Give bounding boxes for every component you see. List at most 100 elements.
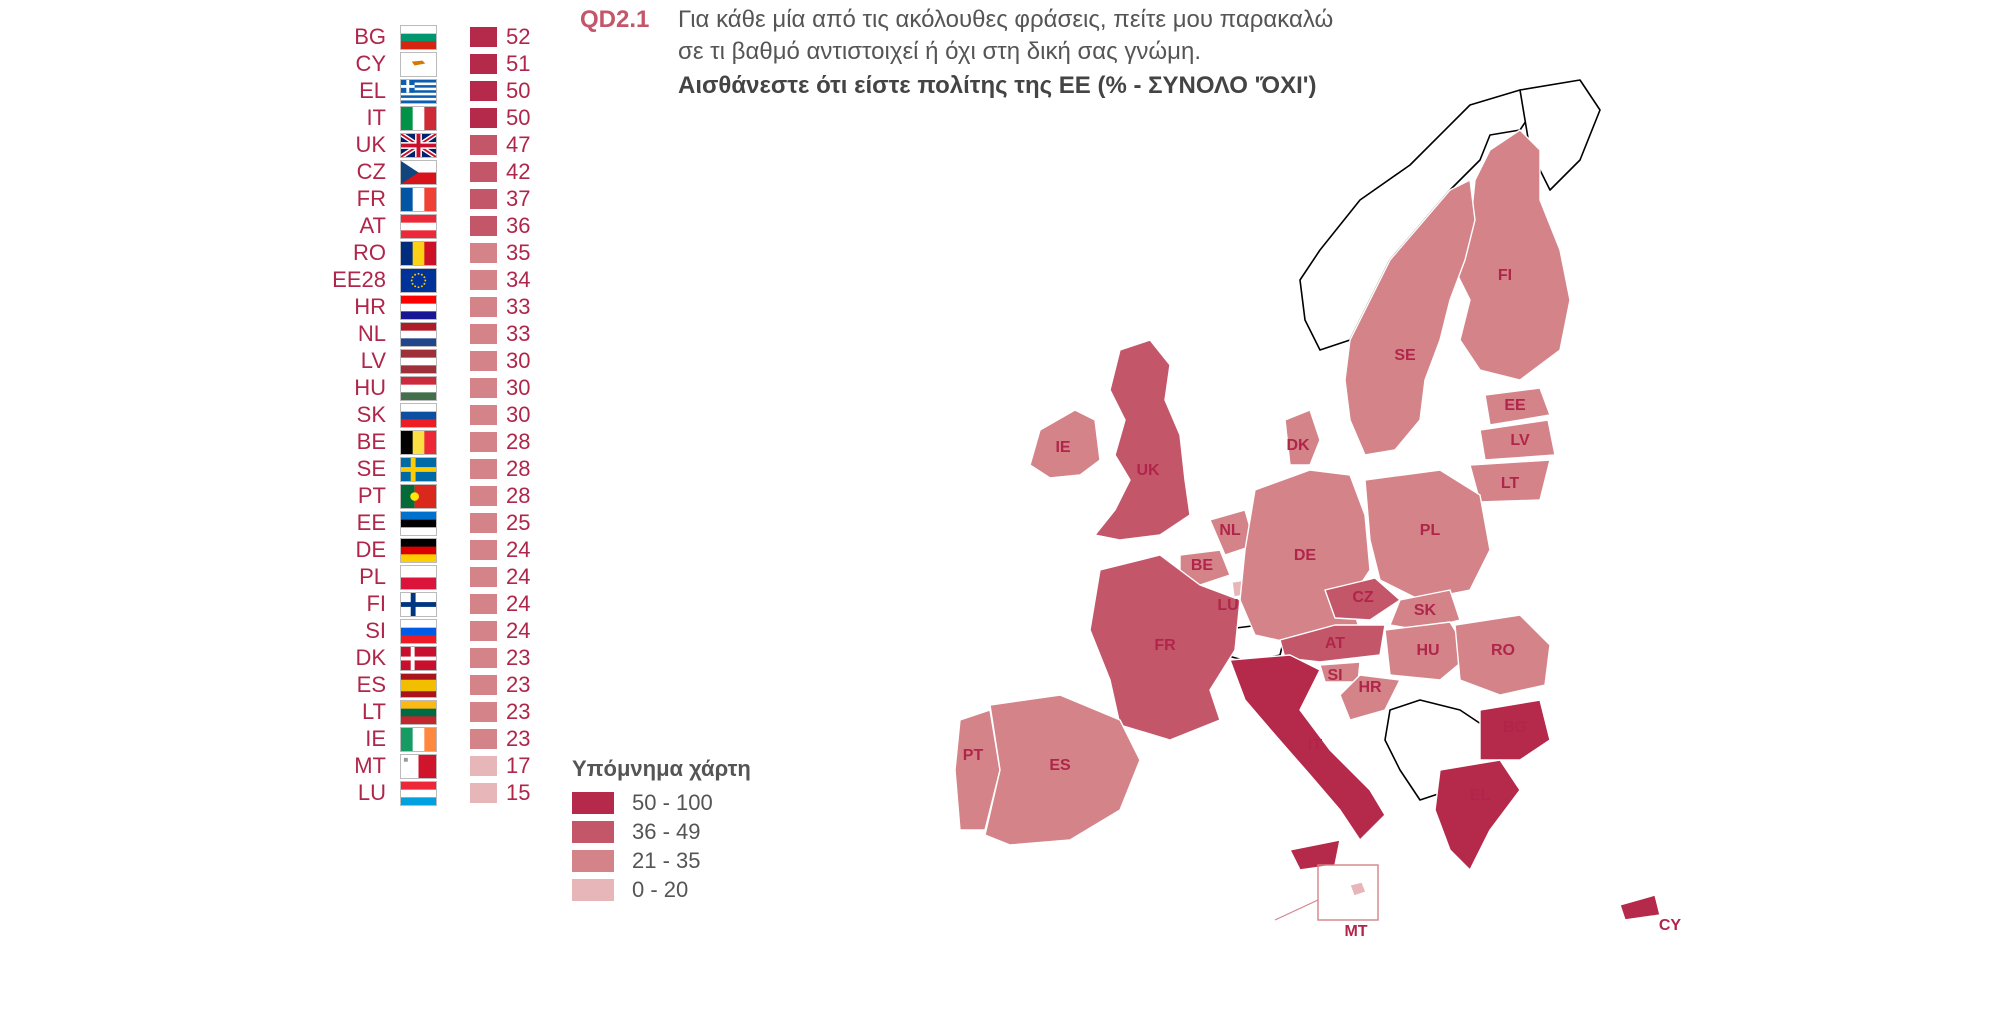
region-hu	[1384, 621, 1471, 681]
flag-hu-icon	[400, 376, 437, 401]
country-row: EE28 34	[330, 267, 570, 293]
map-label-mt: MT	[1344, 923, 1367, 940]
map-label-hr: HR	[1358, 679, 1382, 696]
country-code: HR	[354, 294, 386, 319]
legend-swatch	[572, 792, 614, 814]
region-cy	[1619, 894, 1661, 921]
map-label-de: DE	[1294, 547, 1317, 564]
region-uk	[1094, 339, 1191, 541]
value-swatch	[470, 297, 497, 317]
country-value: 35	[506, 240, 531, 265]
map-label-sk: SK	[1414, 602, 1437, 619]
malta-inset-box	[1317, 864, 1379, 921]
flag-ro-icon	[400, 241, 437, 266]
value-swatch	[470, 27, 497, 47]
country-row: AT 36	[330, 213, 570, 239]
country-value: 36	[506, 213, 531, 238]
flag-dk-icon	[400, 646, 437, 671]
country-value: 52	[506, 24, 531, 49]
country-row: MT 17	[330, 753, 570, 779]
region-pt	[954, 709, 1001, 831]
value-swatch	[470, 108, 497, 128]
country-code: SI	[365, 618, 386, 643]
country-code: IE	[365, 726, 386, 751]
country-value: 28	[506, 483, 531, 508]
flag-ie-icon	[400, 727, 437, 752]
country-value: 28	[506, 456, 531, 481]
country-code: PT	[357, 483, 386, 508]
value-swatch	[470, 54, 497, 74]
map-label-hu: HU	[1416, 642, 1439, 659]
country-code: EE28	[332, 267, 386, 292]
flag-cy-icon	[400, 52, 437, 77]
country-row: PT 28	[330, 483, 570, 509]
flag-uk-icon	[400, 133, 437, 158]
value-swatch	[470, 351, 497, 371]
country-row: LT 23	[330, 699, 570, 725]
country-row: HR 33	[330, 294, 570, 320]
country-row: FR 37	[330, 186, 570, 212]
country-code: HU	[354, 375, 386, 400]
map-label-be: BE	[1191, 557, 1214, 574]
country-code: BG	[354, 24, 386, 49]
europe-choropleth-map: FI SE EE LV LT DK IE UK NL BE LU DE PL CZ SK AT HU SI HR RO…	[954, 79, 1681, 940]
value-swatch	[470, 162, 497, 182]
region-ie	[1029, 409, 1101, 479]
value-swatch	[470, 567, 497, 587]
map-subtitle: Αισθάνεστε ότι είστε πολίτης της ΕΕ (% -…	[678, 72, 1317, 99]
country-code: FI	[366, 591, 386, 616]
map-label-ro: RO	[1491, 642, 1515, 659]
country-value: 23	[506, 645, 531, 670]
flag-cz-icon	[400, 160, 437, 185]
country-value: 15	[506, 780, 531, 805]
value-swatch	[470, 513, 497, 533]
country-value: 23	[506, 726, 531, 751]
country-code: NL	[357, 321, 386, 346]
flag-ee-icon	[400, 511, 437, 536]
country-row: HU 30	[330, 375, 570, 401]
flag-es-icon	[400, 673, 437, 698]
country-value: 24	[506, 591, 531, 616]
country-value: 47	[506, 132, 531, 157]
region-fr	[1089, 554, 1241, 741]
country-code: SE	[356, 456, 386, 481]
region-no	[1299, 89, 1541, 351]
map-label-pt: PT	[963, 747, 984, 764]
region-pl	[1364, 469, 1491, 601]
country-row: ES 23	[330, 672, 570, 698]
country-code: LV	[360, 348, 386, 373]
value-swatch	[470, 405, 497, 425]
region-hr	[1339, 674, 1401, 721]
map-label-nl: NL	[1219, 522, 1241, 539]
country-row: EE 25	[330, 510, 570, 536]
value-swatch	[470, 756, 497, 776]
country-value: 50	[506, 105, 531, 130]
value-swatch	[470, 81, 497, 101]
country-row: PL 24	[330, 564, 570, 590]
map-label-ie: IE	[1055, 439, 1070, 456]
value-swatch	[470, 432, 497, 452]
region-it	[1229, 654, 1386, 841]
country-row: SK 30	[330, 402, 570, 428]
value-swatch	[470, 243, 497, 263]
legend-title: Υπόμνημα χάρτη	[572, 756, 751, 781]
map-label-pl: PL	[1420, 522, 1441, 539]
map-label-fr: FR	[1154, 637, 1176, 654]
country-row: DK 23	[330, 645, 570, 671]
map-label-bg: BG	[1503, 719, 1527, 736]
malta-inset-leader	[1274, 899, 1319, 921]
region-ee	[1484, 387, 1551, 426]
country-code: CZ	[356, 159, 386, 184]
value-swatch	[470, 378, 497, 398]
country-row: CZ 42	[330, 159, 570, 185]
country-value: 24	[506, 618, 531, 643]
region-dk	[1284, 409, 1321, 466]
region-fi	[1454, 129, 1571, 381]
flag-sk-icon	[400, 403, 437, 428]
question-text-line-1: Για κάθε μία από τις ακόλουθες φράσεις, …	[678, 6, 1334, 33]
country-row: SE 28	[330, 456, 570, 482]
flag-it-icon	[400, 106, 437, 131]
legend-label: 0 - 20	[632, 877, 689, 902]
question-code: QD2.1	[580, 6, 650, 33]
country-row: LV 30	[330, 348, 570, 374]
